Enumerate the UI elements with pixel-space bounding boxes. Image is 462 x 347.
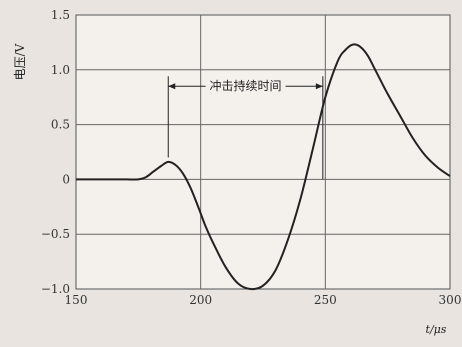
annotation-arrow-right: [315, 83, 323, 90]
annotation-label: 冲击持续时间: [210, 78, 282, 93]
series-line: [75, 43, 451, 291]
x-tick-label: 300: [439, 293, 462, 307]
x-axis-label: t/μs: [426, 323, 447, 336]
annotation-arrow-left: [168, 83, 176, 90]
y-tick-label: 0: [62, 172, 70, 186]
y-tick-label: 1.5: [51, 8, 70, 22]
duration-annotation: 冲击持续时间: [167, 76, 324, 180]
x-tick-label: 250: [314, 293, 337, 307]
x-tick-label: 200: [189, 293, 212, 307]
tick-labels: 150 200 250 300 1.5 1.0 0.5 0 −0.5 −1.0: [41, 8, 462, 307]
y-tick-label: −0.5: [41, 227, 70, 241]
y-tick-label: 1.0: [51, 63, 70, 77]
plot-area: [75, 14, 451, 290]
y-tick-label: 0.5: [51, 118, 70, 132]
y-tick-label: −1.0: [41, 282, 70, 296]
x-tick-label: 150: [65, 293, 88, 307]
y-axis-label: 电压/V: [13, 43, 27, 80]
annotation-label-bg: [205, 77, 286, 96]
